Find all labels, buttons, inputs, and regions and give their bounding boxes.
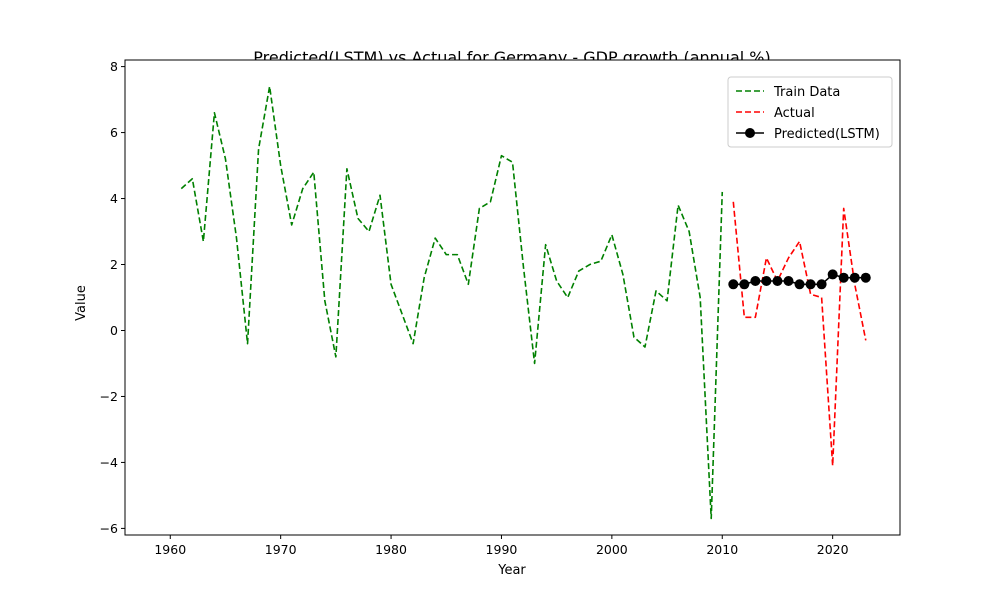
legend-box <box>727 76 893 148</box>
x-axis-label: Year <box>497 563 526 578</box>
y-axis-ticks: −6 −4 −2 0 2 4 6 8 <box>100 59 125 536</box>
data-point-predicted-lstm <box>794 279 805 290</box>
data-point-predicted-lstm <box>728 279 739 290</box>
series-line-actual <box>732 201 867 467</box>
x-tick-label: 2000 <box>596 542 628 557</box>
x-tick-label: 1980 <box>375 542 407 557</box>
series-line-train-data <box>180 85 724 520</box>
x-tick-label: 2010 <box>706 542 738 557</box>
data-point-predicted-lstm <box>838 272 849 283</box>
y-tick-label: −6 <box>100 521 118 536</box>
data-point-predicted-lstm <box>761 276 772 287</box>
y-tick-label: −2 <box>100 389 118 404</box>
legend-label-predicted-lstm: Predicted(LSTM) <box>774 127 880 142</box>
y-tick-label: 2 <box>110 257 118 272</box>
legend-marker-predicted-lstm <box>745 128 755 138</box>
x-tick-label: 1960 <box>154 542 186 557</box>
legend: Train Data Actual Predicted(LSTM) <box>727 76 893 148</box>
legend-label-actual: Actual <box>774 106 815 121</box>
x-tick-label: 1970 <box>265 542 297 557</box>
x-axis-ticks: 1960 1970 1980 1990 2000 2010 2020 <box>154 535 849 557</box>
x-tick-label: 2020 <box>817 542 849 557</box>
data-point-predicted-lstm <box>860 272 871 283</box>
series-layer <box>180 85 871 520</box>
data-point-predicted-lstm <box>805 279 816 290</box>
y-tick-label: −4 <box>100 455 118 470</box>
data-point-predicted-lstm <box>849 272 860 283</box>
data-point-predicted-lstm <box>750 276 761 287</box>
y-tick-label: 0 <box>110 323 118 338</box>
y-tick-label: 6 <box>110 125 118 140</box>
plot-frame <box>124 59 901 536</box>
data-point-predicted-lstm <box>827 269 838 280</box>
y-tick-label: 4 <box>110 191 118 206</box>
x-tick-label: 1990 <box>486 542 518 557</box>
data-point-predicted-lstm <box>739 279 750 290</box>
data-point-predicted-lstm <box>783 276 794 287</box>
y-axis-label: Value <box>74 285 89 321</box>
data-point-predicted-lstm <box>772 276 783 287</box>
data-point-predicted-lstm <box>816 279 827 290</box>
legend-label-train-data: Train Data <box>773 85 840 100</box>
y-tick-label: 8 <box>110 59 118 74</box>
